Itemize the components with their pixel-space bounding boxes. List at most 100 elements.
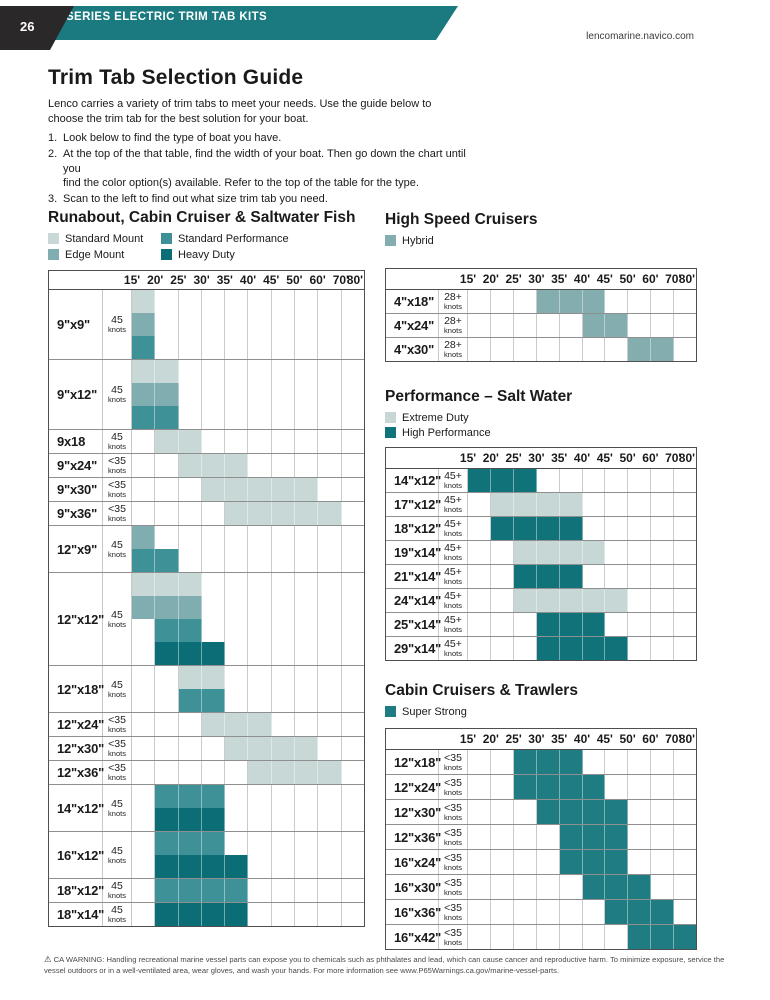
column-header: 80' — [678, 732, 695, 746]
legend-label: Heavy Duty — [178, 248, 235, 261]
knots-unit: knots — [444, 812, 462, 822]
grid-cell — [537, 469, 560, 492]
grid-cell — [605, 613, 629, 636]
grid-cell — [468, 589, 491, 612]
grid-cell — [514, 900, 537, 924]
warning-icon: ⚠ — [44, 954, 52, 964]
grid-cell — [468, 750, 491, 774]
grid-cell — [674, 338, 696, 361]
grid-cell-super_strong — [536, 775, 560, 799]
grid-cell — [651, 589, 675, 612]
knots-value: <35 — [108, 503, 126, 515]
knots-value: <35 — [108, 455, 126, 467]
grid-cell — [155, 502, 179, 525]
column-header: 45' — [596, 451, 613, 465]
grid-cell — [583, 900, 606, 924]
column-header: 25' — [170, 273, 187, 287]
knots-value: 45 — [111, 608, 123, 621]
knots-unit: knots — [444, 505, 462, 514]
grid-cell — [491, 613, 514, 636]
grid-cell-heavy_duty — [201, 903, 226, 926]
knots-label: 45 knots — [103, 526, 132, 572]
grid-cell — [295, 383, 319, 406]
knots-label: 45 knots — [103, 666, 132, 712]
knots-value: 45+ — [444, 566, 462, 578]
column-header: 15' — [459, 732, 477, 746]
table-row: 4"x30" 28+ knots — [386, 337, 696, 361]
grid-cell — [202, 502, 226, 525]
size-label: 4"x18" — [386, 290, 439, 313]
grid-cell — [295, 903, 319, 926]
knots-unit: knots — [444, 787, 462, 797]
grid-cell-heavy_duty — [155, 903, 179, 926]
grid-cell — [628, 800, 652, 824]
grid-cell-super_strong — [605, 800, 629, 824]
grid-cell-super_strong — [628, 900, 652, 924]
grid-cell — [651, 800, 675, 824]
grid-cell — [318, 336, 342, 359]
table-row: 9"x9" 45 knots — [49, 290, 364, 359]
grid-cell — [583, 469, 606, 492]
grid-cell — [674, 613, 696, 636]
grid-cell-extreme_duty — [605, 589, 629, 612]
legend-item: High Performance — [385, 425, 491, 440]
grid-cell-heavy_duty — [201, 642, 226, 665]
band-area — [468, 290, 696, 313]
grid-cell — [318, 689, 342, 712]
knots-label: 45+ knots — [439, 565, 468, 588]
grid-cell — [674, 750, 696, 774]
size-label: 12"x12" — [49, 573, 104, 665]
knots-value: <35 — [108, 738, 126, 750]
grid-cell — [491, 900, 514, 924]
grid-cell-standard_mount — [271, 502, 296, 525]
band-area — [132, 879, 364, 902]
grid-cell-standard_mount — [225, 454, 249, 477]
grid-cell — [468, 613, 491, 636]
grid-cell — [295, 454, 319, 477]
grid-cell — [605, 493, 629, 516]
grid-cell-edge_mount — [132, 596, 156, 619]
band-area — [468, 589, 696, 612]
column-header: 25' — [505, 272, 522, 286]
grid-cell-high_performance — [536, 565, 560, 588]
grid-cell — [583, 493, 606, 516]
grid-cell — [651, 517, 675, 540]
grid-cell — [248, 666, 272, 689]
grid-cell-high_performance — [605, 637, 629, 660]
grid-cell-standard_performance — [178, 832, 202, 855]
grid-cell — [318, 454, 342, 477]
band-area — [468, 493, 696, 516]
band-area — [132, 785, 364, 831]
grid-cell — [132, 808, 156, 831]
knots-label: 28+ knots — [439, 290, 468, 313]
column-header: 35' — [551, 451, 568, 465]
grid-cell — [514, 825, 537, 849]
column-header-row: 15' 20' 25' 30' 35' 40' 45' 50' 60' 70' 80' — [386, 269, 696, 290]
grid-cell-high_performance — [536, 517, 560, 540]
legend-label: Extreme Duty — [402, 411, 469, 424]
grid-cell — [248, 642, 272, 665]
band-row — [132, 430, 364, 453]
knots-label: <35 knots — [439, 775, 468, 799]
grid-cell — [272, 454, 296, 477]
grid-cell — [537, 875, 560, 899]
grid-cell — [132, 903, 156, 926]
grid-cell — [295, 596, 319, 619]
grid-cell-edge_mount — [155, 596, 179, 619]
grid-cell-high_performance — [513, 517, 537, 540]
band-area — [132, 573, 364, 665]
knots-value: 45 — [111, 314, 123, 326]
grid-cell — [674, 875, 696, 899]
grid-cell — [295, 713, 319, 736]
grid-cell — [583, 925, 606, 949]
size-label: 16"x30" — [386, 875, 441, 899]
grid-cell — [202, 761, 226, 784]
knots-unit: knots — [444, 762, 462, 772]
knots-unit: knots — [108, 855, 126, 865]
knots-label: 45 knots — [103, 430, 132, 453]
table-row: 25"x14" 45+ knots — [386, 612, 696, 636]
grid-cell-standard_performance — [178, 785, 202, 808]
knots-label: <35 knots — [439, 925, 468, 949]
grid-cell — [342, 808, 364, 831]
grid-cell — [225, 785, 249, 808]
